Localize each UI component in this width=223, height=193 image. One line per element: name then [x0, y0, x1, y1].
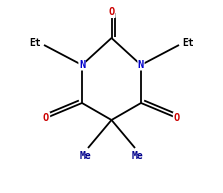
Text: O: O	[43, 113, 49, 123]
Text: Et: Et	[182, 38, 194, 48]
Text: O: O	[174, 113, 180, 123]
Text: N: N	[79, 60, 85, 70]
Text: N: N	[138, 60, 144, 70]
Text: Et: Et	[29, 38, 41, 48]
Text: Me: Me	[80, 151, 92, 161]
Text: O: O	[108, 7, 115, 17]
Text: Me: Me	[131, 151, 143, 161]
